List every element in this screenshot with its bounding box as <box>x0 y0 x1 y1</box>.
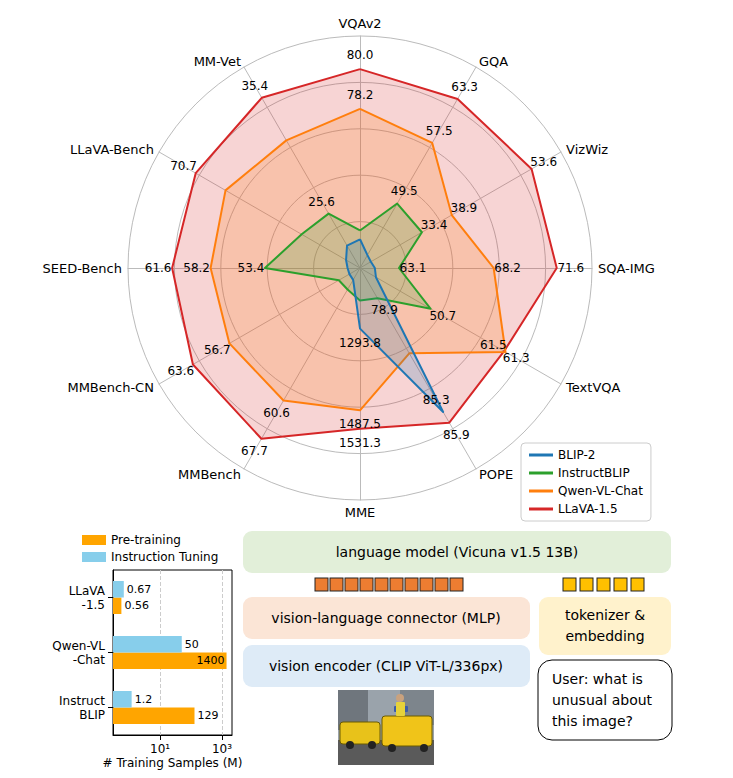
svg-text:78.2: 78.2 <box>347 88 374 102</box>
svg-text:LLaVA: LLaVA <box>69 584 106 598</box>
svg-text:User: what is: User: what is <box>552 671 643 687</box>
svg-text:53.4: 53.4 <box>238 261 265 275</box>
svg-text:unusual about: unusual about <box>552 692 653 708</box>
svg-text:SQA-IMG: SQA-IMG <box>598 261 655 276</box>
svg-text:68.2: 68.2 <box>494 261 521 275</box>
svg-text:61.5: 61.5 <box>480 338 507 352</box>
svg-text:1293.8: 1293.8 <box>339 336 381 350</box>
svg-text:language model (Vicuna v1.5 13: language model (Vicuna v1.5 13B) <box>336 544 579 560</box>
svg-text:Pre-training: Pre-training <box>111 533 181 547</box>
svg-text:InstructBLIP: InstructBLIP <box>558 466 630 480</box>
svg-text:56.7: 56.7 <box>204 343 231 357</box>
svg-text:LLaVA-Bench: LLaVA-Bench <box>70 142 154 157</box>
svg-text:49.5: 49.5 <box>391 184 418 198</box>
svg-text:35.4: 35.4 <box>241 79 268 93</box>
svg-text:# Training Samples (M): # Training Samples (M) <box>103 756 243 770</box>
svg-text:85.9: 85.9 <box>443 428 470 442</box>
svg-text:MMBench-CN: MMBench-CN <box>67 380 153 395</box>
svg-text:50.7: 50.7 <box>429 309 456 323</box>
svg-text:VQAv2: VQAv2 <box>338 16 381 31</box>
svg-text:61.6: 61.6 <box>145 261 172 275</box>
svg-text:Instruction Tuning: Instruction Tuning <box>111 550 218 564</box>
svg-text:50: 50 <box>185 638 199 651</box>
svg-text:61.3: 61.3 <box>503 351 530 365</box>
svg-text:LLaVA-1.5: LLaVA-1.5 <box>558 502 618 516</box>
svg-text:25.6: 25.6 <box>308 195 335 209</box>
svg-text:BLIP: BLIP <box>79 708 105 722</box>
svg-text:-Chat: -Chat <box>73 653 106 667</box>
svg-text:53.6: 53.6 <box>530 155 557 169</box>
svg-text:10³: 10³ <box>212 742 232 756</box>
svg-text:71.6: 71.6 <box>557 261 584 275</box>
svg-text:70.7: 70.7 <box>170 159 197 173</box>
svg-text:Qwen-VL: Qwen-VL <box>52 639 105 653</box>
svg-text:38.9: 38.9 <box>451 201 478 215</box>
svg-text:Instruct: Instruct <box>59 694 105 708</box>
svg-text:SEED-Bench: SEED-Bench <box>43 261 122 276</box>
svg-text:57.5: 57.5 <box>426 124 453 138</box>
svg-text:vision-language connector (MLP: vision-language connector (MLP) <box>271 610 500 626</box>
svg-text:85.3: 85.3 <box>423 393 450 407</box>
svg-text:33.4: 33.4 <box>421 218 448 232</box>
svg-text:67.7: 67.7 <box>241 444 268 458</box>
svg-text:BLIP-2: BLIP-2 <box>558 448 595 462</box>
svg-text:58.2: 58.2 <box>183 261 210 275</box>
svg-text:1487.5: 1487.5 <box>339 417 381 431</box>
svg-text:80.0: 80.0 <box>347 48 374 62</box>
svg-text:vision encoder (CLIP ViT-L/336: vision encoder (CLIP ViT-L/336px) <box>269 658 503 674</box>
svg-text:60.6: 60.6 <box>263 406 290 420</box>
svg-text:GQA: GQA <box>479 54 508 69</box>
svg-text:0.67: 0.67 <box>127 583 151 596</box>
svg-text:1531.3: 1531.3 <box>339 436 381 450</box>
svg-text:MMBench: MMBench <box>178 467 241 482</box>
svg-text:this image?: this image? <box>552 713 633 729</box>
svg-text:78.9: 78.9 <box>371 303 398 317</box>
svg-text:MM-Vet: MM-Vet <box>194 54 241 69</box>
svg-text:Qwen-VL-Chat: Qwen-VL-Chat <box>558 484 643 498</box>
svg-text:VizWiz: VizWiz <box>566 142 608 157</box>
svg-text:MME: MME <box>345 505 376 520</box>
svg-text:1.2: 1.2 <box>135 693 153 706</box>
svg-text:63.6: 63.6 <box>167 364 194 378</box>
svg-text:63.1: 63.1 <box>400 261 427 275</box>
svg-text:tokenizer &: tokenizer & <box>565 607 645 623</box>
svg-text:10¹: 10¹ <box>150 742 170 756</box>
svg-text:-1.5: -1.5 <box>82 598 105 612</box>
svg-text:63.3: 63.3 <box>451 80 478 94</box>
svg-text:0.56: 0.56 <box>124 599 149 612</box>
svg-text:TextVQA: TextVQA <box>565 380 620 395</box>
svg-text:1400: 1400 <box>197 654 225 667</box>
svg-text:POPE: POPE <box>479 467 513 482</box>
svg-text:129: 129 <box>198 709 219 722</box>
svg-text:embedding: embedding <box>565 628 644 644</box>
